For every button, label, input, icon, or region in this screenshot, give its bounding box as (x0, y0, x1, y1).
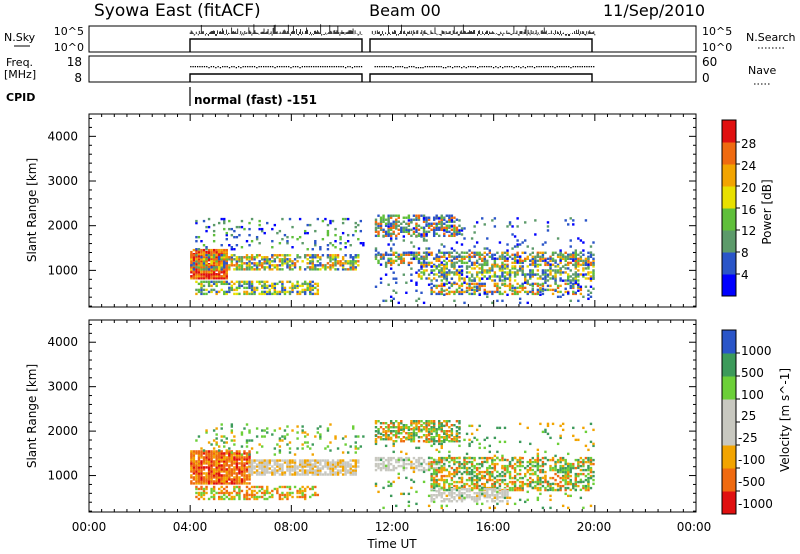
cpid-label: CPID (6, 91, 35, 104)
power-cb-tick-28: 28 (741, 137, 756, 151)
nave-trace-left (189, 73, 363, 82)
velocity-cb-tick-25: 25 (741, 409, 756, 423)
power-axis-ticks (88, 114, 697, 307)
velocity-colorbar-ticks: 1000 500 100 25 -25 -100 -500 -1000 (738, 344, 773, 511)
freq-panel (88, 55, 697, 83)
velocity-axis-ticks (88, 320, 697, 512)
power-cb-tick-12: 12 (741, 224, 756, 238)
freq-label-line2: [MHz] (4, 68, 36, 81)
nave-tick-bottom: 0 (702, 71, 710, 85)
power-heatmap (190, 214, 595, 305)
x-axis-label: Time UT (366, 537, 417, 551)
freq-tick-top: 18 (67, 55, 82, 69)
power-ytick-2000: 2000 (47, 219, 78, 233)
station-title: Syowa East (fitACF) (94, 1, 261, 21)
nsearch-label: N.Search (746, 31, 796, 44)
velocity-cb-tick-minus25: -25 (738, 431, 758, 445)
nsky-bars-left (189, 24, 363, 36)
nsearch-tick-bottom: 10^0 (702, 41, 732, 54)
velocity-cb-tick-1000: 1000 (741, 344, 772, 358)
nsky-tick-top: 10^5 (54, 25, 84, 38)
x-tick-1600: 16:00 (476, 520, 511, 534)
power-cb-tick-4: 4 (741, 268, 749, 282)
nsearch-tick-top: 10^5 (702, 25, 732, 38)
velocity-cb-tick-minus100: -100 (738, 453, 765, 467)
nsky-panel (88, 24, 697, 53)
cpid-text: normal (fast) -151 (194, 93, 317, 107)
nave-tick-top: 60 (702, 55, 717, 69)
nave-trace-right (369, 73, 593, 82)
x-tick-labels: 00:00 04:00 08:00 12:00 16:00 20:00 00:0… (72, 520, 712, 534)
nsky-bars-right (371, 24, 596, 36)
velocity-heatmap (190, 420, 595, 510)
x-tick-0000: 00:00 (72, 520, 107, 534)
power-panel (88, 113, 697, 308)
power-cb-tick-16: 16 (741, 203, 756, 217)
nsearch-trace-right (369, 38, 593, 52)
freq-label-line1: Freq. (6, 56, 33, 69)
velocity-cb-tick-minus500: -500 (738, 475, 765, 489)
freq-dots (190, 66, 595, 69)
velocity-ytick-labels: 1000 2000 3000 4000 (47, 335, 78, 482)
power-ytick-1000: 1000 (47, 263, 78, 277)
x-tick-0400: 04:00 (173, 520, 208, 534)
velocity-cb-tick-100: 100 (741, 388, 764, 402)
velocity-panel (88, 319, 697, 513)
nsearch-trace-left (189, 38, 363, 52)
power-ytick-4000: 4000 (47, 129, 78, 143)
power-ytick-labels: 1000 2000 3000 4000 (47, 129, 78, 277)
nsky-tick-bottom: 10^0 (54, 41, 84, 54)
velocity-cb-tick-500: 500 (741, 366, 764, 380)
power-colorbar-label: Power [dB] (760, 179, 774, 244)
x-tick-2000: 20:00 (577, 520, 612, 534)
freq-tick-bottom: 8 (74, 71, 82, 85)
power-cb-tick-20: 20 (741, 181, 756, 195)
power-colorbar (721, 119, 740, 297)
power-ytick-3000: 3000 (47, 174, 78, 188)
velocity-ytick-4000: 4000 (47, 335, 78, 349)
power-ylabel: Slant Range [km] (25, 158, 39, 262)
x-tick-1200: 12:00 (375, 520, 410, 534)
nave-label: Nave (748, 64, 776, 77)
velocity-colorbar-label: Velocity [m s^-1] (778, 368, 792, 472)
x-tick-0800: 08:00 (274, 520, 309, 534)
velocity-ytick-2000: 2000 (47, 424, 78, 438)
velocity-ytick-1000: 1000 (47, 469, 78, 483)
beam-title: Beam 00 (369, 1, 441, 20)
nsky-label: N.Sky (4, 31, 36, 44)
power-colorbar-ticks: 4 8 12 16 20 24 28 (741, 137, 756, 282)
x-tick-2400: 00:00 (677, 520, 712, 534)
velocity-ytick-3000: 3000 (47, 380, 78, 394)
power-cb-tick-8: 8 (741, 246, 749, 260)
velocity-ylabel: Slant Range [km] (25, 364, 39, 468)
velocity-cb-tick-minus1000: -1000 (738, 497, 773, 511)
date-title: 11/Sep/2010 (603, 1, 705, 20)
velocity-colorbar (721, 329, 740, 515)
power-cb-tick-24: 24 (741, 159, 756, 173)
